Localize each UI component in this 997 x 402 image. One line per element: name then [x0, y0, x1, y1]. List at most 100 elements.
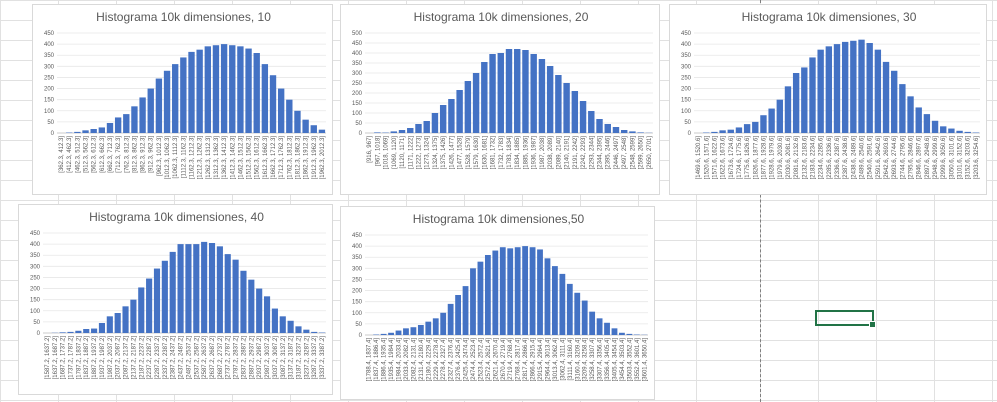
x-category-label: [3337.2, 3387.2] [320, 336, 326, 380]
x-category-label: [3209.4, 3258.4] [583, 338, 589, 382]
histogram-bar [882, 61, 890, 134]
x-category-label: [2887.2, 2937.2] [249, 336, 255, 380]
x-category-label: [1171, 1222] [408, 136, 414, 169]
histogram-bar [817, 49, 824, 133]
y-tick-label: 200 [352, 289, 363, 295]
histogram-bar [237, 46, 244, 134]
x-category-label: [2637.2, 2687.2] [210, 336, 216, 380]
x-category-label: [3037.2, 3087.2] [273, 336, 279, 380]
histogram-bar [256, 288, 263, 333]
histogram-chart-20[interactable]: Histograma 10k dimensiones, 20 0 50 100 150 2… [340, 4, 660, 195]
histogram-bar [481, 62, 488, 133]
x-category-label: [2376.4, 2425.4] [456, 338, 462, 382]
x-category-label: [3013.4, 3062.4] [553, 338, 559, 382]
histogram-bar [417, 325, 424, 335]
x-category-label: [2846.6, 2897.6] [917, 136, 923, 180]
histogram-bar [579, 101, 587, 133]
x-category-label: [2387.2, 2437.2] [171, 336, 177, 380]
x-category-label: [1273, 1324] [425, 136, 431, 170]
histogram-bar [139, 97, 146, 133]
y-tick-label: 200 [44, 87, 55, 93]
x-category-label: [1120, 1171] [400, 136, 406, 169]
histogram-chart-30[interactable]: Histograma 10k dimensiones, 30 0 50 100 150 2… [669, 4, 987, 195]
chart-title: Histograma 10k dimensiones, 20 [414, 10, 589, 24]
x-category-label: [3503.4, 3552.4] [627, 338, 633, 382]
x-category-label: [2180.4, 2229.4] [426, 338, 432, 382]
selected-cell[interactable] [815, 310, 876, 328]
x-category-label: [1069, 1120] [392, 136, 398, 169]
histogram-bar [212, 45, 220, 133]
y-tick-label: 400 [30, 242, 41, 248]
histogram-bar [310, 125, 317, 133]
x-category-label: [916, 967] [367, 136, 373, 163]
histogram-bar [776, 99, 783, 133]
histogram-bar [637, 132, 644, 133]
y-tick-label: 450 [30, 231, 41, 237]
x-category-label: [712.3, 762.3] [116, 136, 122, 173]
histogram-bar [146, 278, 153, 333]
y-tick-label: 50 [33, 320, 40, 326]
x-category-label: [2446, 2497] [614, 136, 620, 170]
x-category-label: [2489.6, 2540.6] [860, 136, 866, 180]
x-category-label: [1834, 1885] [515, 136, 521, 170]
histogram-bar [74, 131, 81, 133]
x-category-label: [2621.4, 2670.4] [493, 338, 499, 382]
histogram-bar [295, 326, 302, 333]
histogram-bar [923, 114, 931, 133]
y-tick-label: 100 [352, 111, 363, 117]
y-tick-label: 100 [352, 311, 363, 317]
y-tick-label: 350 [44, 53, 55, 59]
histogram-bar [388, 332, 394, 335]
x-category-label: [1612.3, 1662.3] [263, 136, 269, 180]
x-category-label: [2737.2, 2787.2] [226, 336, 232, 380]
x-category-label: [1528, 1579] [466, 136, 472, 170]
histogram-bar [801, 67, 808, 133]
y-tick-label: 400 [681, 42, 692, 48]
y-tick-label: 450 [44, 31, 55, 37]
histogram-chart-40[interactable]: Histograma 10k dimensiones, 40 0 50 100 150 2… [18, 204, 333, 395]
y-tick-label: 250 [352, 277, 363, 283]
x-category-label: [2081.6, 2132.6] [794, 136, 800, 180]
histogram-bar [425, 321, 432, 335]
y-tick-label: 0 [359, 131, 363, 137]
histogram-bar [546, 66, 554, 133]
x-category-label: [2285.6, 2336.6] [827, 136, 833, 180]
histogram-bar [130, 299, 137, 333]
histogram-bar [507, 248, 514, 335]
histogram-bar [106, 123, 114, 133]
histogram-bar [432, 318, 439, 335]
x-category-label: [1622.6, 1673.6] [721, 136, 727, 180]
histogram-bar [619, 332, 625, 335]
histogram-chart-50[interactable]: Histograma 10k dimensiones,50 0 50 100 150 20… [340, 206, 655, 400]
x-category-label: [1571.6, 1622.6] [712, 136, 718, 180]
x-category-label: [2131.4, 2180.4] [419, 338, 425, 382]
x-category-label: [1936, 1987] [532, 136, 538, 170]
histogram-bar [374, 132, 381, 133]
x-category-label: [2437.2, 2487.2] [179, 336, 185, 380]
x-category-label: [2687.2, 2737.2] [218, 336, 224, 380]
x-category-label: [3237.2, 3287.2] [304, 336, 310, 380]
x-category-label: [2670.4, 2719.4] [501, 338, 507, 382]
histogram-bar [455, 295, 461, 335]
histogram-chart-10[interactable]: Histograma 10k dimensiones, 10 0 50 100 150 2… [32, 4, 333, 195]
y-tick-label: 200 [352, 91, 363, 97]
chart-canvas: Histograma 10k dimensiones,50 0 50 100 150 20… [352, 212, 648, 382]
histogram-bar [196, 49, 203, 133]
x-category-label: [967, 1018] [375, 136, 381, 166]
histogram-bar [891, 70, 898, 133]
chart-title: Histograma 10k dimensiones,50 [413, 212, 585, 226]
x-category-label: [1984.4, 2033.4] [397, 338, 403, 382]
y-tick-label: 50 [47, 120, 54, 126]
x-category-label: [2183.6, 2234.6] [810, 136, 816, 180]
histogram-bar [294, 110, 301, 133]
x-category-label: [2937.2, 2987.2] [257, 336, 263, 380]
histogram-bar [318, 129, 326, 133]
x-category-label: [3152.6, 3203.6] [966, 136, 972, 180]
y-tick-label: 0 [37, 331, 41, 337]
histogram-bar [719, 130, 726, 133]
histogram-bar [456, 90, 463, 133]
x-category-label: [3287.2, 3337.2] [312, 336, 318, 380]
y-tick-label: 450 [352, 41, 363, 47]
histogram-bar [559, 273, 566, 335]
y-tick-label: 150 [352, 101, 363, 107]
